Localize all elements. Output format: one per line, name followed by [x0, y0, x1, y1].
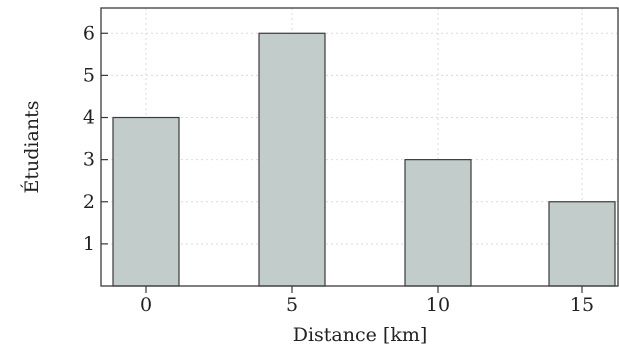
- y-axis-title: Étudiants: [20, 101, 43, 194]
- y-axis-ticks: 1 2 3 4 5 6: [83, 22, 108, 255]
- bar-15: [548, 201, 616, 287]
- x-tick-label-10: 10: [426, 294, 450, 316]
- plot-frame: [100, 7, 619, 287]
- y-tick-label-4: 4: [83, 107, 95, 129]
- y-tick-label-2: 2: [83, 191, 95, 213]
- bars: [112, 32, 616, 287]
- y-tick-label-6: 6: [83, 22, 95, 44]
- x-tick-label-15: 15: [570, 294, 594, 316]
- bar-10: [404, 159, 472, 287]
- bar-5: [258, 32, 326, 287]
- y-tick-label-1: 1: [83, 233, 95, 255]
- x-axis-title: Distance [km]: [293, 324, 428, 346]
- y-tick-label-5: 5: [83, 64, 95, 86]
- bar-0: [112, 116, 180, 287]
- x-tick-label-5: 5: [286, 294, 298, 316]
- x-tick-label-0: 0: [140, 294, 152, 316]
- y-tick-label-3: 3: [83, 149, 95, 171]
- x-axis-ticks: 0 5 10 15: [140, 286, 594, 316]
